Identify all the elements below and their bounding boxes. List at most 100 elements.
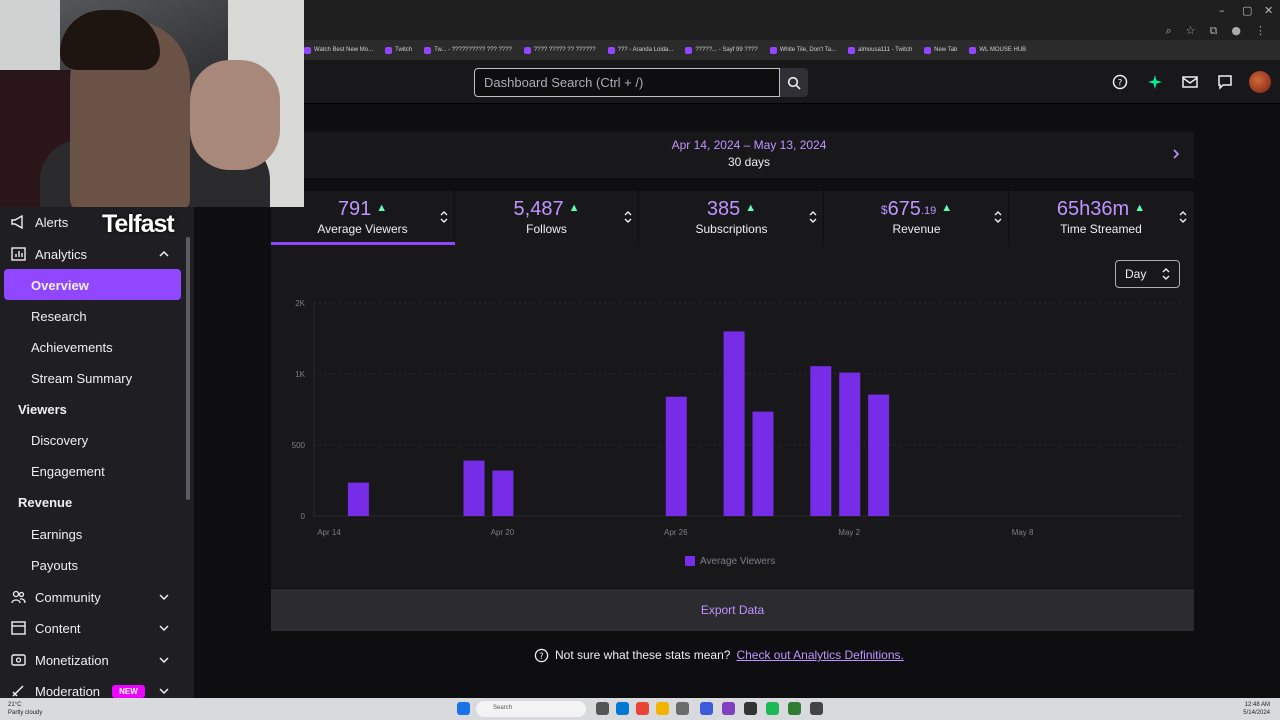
sort-icon[interactable]: [624, 210, 632, 224]
stat-average-viewers[interactable]: 791 ▲ Average Viewers: [271, 191, 455, 245]
taskbar-search[interactable]: Search: [476, 701, 586, 717]
bookmark-item[interactable]: ?????... - Sayf 99 ????: [685, 46, 758, 54]
app-icon[interactable]: [810, 702, 823, 715]
bookmark-item[interactable]: WL MOUSE HUB: [969, 46, 1027, 54]
sidebar-item-overview[interactable]: Overview: [31, 278, 89, 293]
discord-icon[interactable]: [722, 702, 735, 715]
bookmark-label: almousa111 - Twitch: [858, 47, 913, 53]
obs-icon[interactable]: [744, 702, 757, 715]
sidebar-item-community[interactable]: Community: [0, 582, 190, 612]
help-line: ? Not sure what these stats mean? Check …: [534, 646, 904, 664]
stat-follows[interactable]: 5,487 ▲ Follows: [455, 191, 639, 245]
sidebar-item-engagement[interactable]: Engagement: [31, 464, 105, 479]
sidebar-item-alerts[interactable]: Alerts: [0, 207, 190, 237]
stat-revenue[interactable]: $675.19 ▲ Revenue: [825, 191, 1009, 245]
whispers-icon[interactable]: [1216, 73, 1234, 91]
bookmark-favicon-icon: [924, 46, 932, 54]
star-icon[interactable]: ☆: [1185, 24, 1196, 37]
x-tick-label: May 2: [838, 528, 860, 537]
sidebar-item-moderation[interactable]: Moderation: [0, 676, 190, 706]
svg-text:?: ?: [539, 650, 543, 660]
bookmark-item[interactable]: ??? - Aranda Loida...: [607, 46, 673, 54]
zoom-icon[interactable]: ⌕: [1165, 24, 1172, 37]
taskbar-clock[interactable]: 12:48 AM 5/14/2024: [1243, 701, 1270, 717]
explorer-icon[interactable]: [656, 702, 669, 715]
webcam-person-arm: [190, 60, 280, 170]
spotify-icon[interactable]: [766, 702, 779, 715]
bookmark-favicon-icon: [607, 46, 615, 54]
analytics-definitions-link[interactable]: Check out Analytics Definitions.: [736, 648, 904, 662]
bookmark-item[interactable]: White Tile, Don't Ta...: [769, 46, 836, 54]
trend-up-icon: ▲: [376, 202, 388, 214]
chart-bar: [868, 394, 890, 516]
avatar[interactable]: [1249, 71, 1271, 93]
task-view-icon[interactable]: [596, 702, 609, 715]
chevron-down-icon[interactable]: [158, 654, 170, 666]
sort-icon[interactable]: [1179, 210, 1187, 224]
stat-label: Subscriptions: [695, 222, 768, 236]
store-icon[interactable]: [676, 702, 689, 715]
chevron-down-icon[interactable]: [158, 591, 170, 603]
bookmark-item[interactable]: Twitch: [385, 46, 412, 54]
bookmark-item[interactable]: Tw... - ?????????? ??? ????: [424, 46, 512, 54]
minimize-button[interactable]: –: [1219, 4, 1225, 17]
sidebar-scrollbar[interactable]: [186, 237, 190, 500]
bookmark-item[interactable]: Watch Best New Mo...: [304, 46, 373, 54]
sort-icon[interactable]: [440, 210, 448, 224]
inbox-icon[interactable]: [1181, 73, 1199, 91]
sword-icon: [12, 685, 24, 697]
bookmark-item[interactable]: ???? ????? ?? ??????: [523, 46, 596, 54]
sidebar-item-research[interactable]: Research: [31, 309, 87, 324]
profile-icon[interactable]: ●: [1231, 24, 1241, 37]
bookmark-label: WL MOUSE HUB: [979, 47, 1027, 53]
stat-cents: .19: [920, 205, 937, 217]
chevron-down-icon[interactable]: [158, 685, 170, 697]
bookmark-item[interactable]: almousa111 - Twitch: [848, 46, 913, 54]
webcam-background-window: [0, 0, 60, 80]
sparkle-icon[interactable]: [1146, 73, 1164, 91]
extensions-icon[interactable]: ⧉: [1209, 24, 1218, 37]
maximize-button[interactable]: ▢: [1242, 4, 1253, 17]
sidebar-item-earnings[interactable]: Earnings: [31, 527, 83, 542]
bookmark-label: New Tab: [934, 47, 958, 53]
chevron-down-icon[interactable]: [158, 622, 170, 634]
bookmark-item[interactable]: New Tab: [924, 46, 958, 54]
menu-icon[interactable]: ⋮: [1255, 24, 1266, 37]
app-icon[interactable]: [788, 702, 801, 715]
stat-time-streamed[interactable]: 65h36m ▲ Time Streamed: [1009, 191, 1193, 245]
dashboard-search-input[interactable]: Dashboard Search (Ctrl + /): [474, 68, 780, 97]
granularity-select[interactable]: Day: [1115, 260, 1180, 288]
sidebar-item-payouts[interactable]: Payouts: [31, 558, 78, 573]
chevron-right-icon[interactable]: [1172, 148, 1180, 160]
close-window-button[interactable]: ✕: [1264, 4, 1274, 17]
edge-icon[interactable]: [616, 702, 629, 715]
chart-bar: [810, 366, 832, 516]
sort-icon[interactable]: [994, 210, 1002, 224]
date-range[interactable]: Apr 14, 2024 – May 13, 2024: [671, 138, 827, 152]
windows-start-icon[interactable]: [457, 702, 470, 715]
sidebar-item-analytics[interactable]: Analytics: [0, 239, 190, 269]
chevron-up-icon[interactable]: [158, 248, 170, 260]
sidebar-item-stream-summary[interactable]: Stream Summary: [31, 371, 133, 386]
chart-bar: [347, 482, 369, 516]
telfast-logo: Telfast: [102, 210, 175, 238]
sidebar-item-achievements[interactable]: Achievements: [31, 340, 113, 355]
app-icon[interactable]: [700, 702, 713, 715]
stat-label: Follows: [526, 222, 567, 236]
trend-up-icon: ▲: [745, 202, 757, 214]
sidebar-item-monetization[interactable]: Monetization: [0, 645, 190, 675]
trend-up-icon: ▲: [568, 202, 580, 214]
sort-icon[interactable]: [809, 210, 817, 224]
search-button[interactable]: [780, 68, 808, 97]
date-days: 30 days: [727, 155, 771, 169]
taskbar-weather[interactable]: 21°C Partly cloudy: [8, 701, 42, 717]
clock-time: 12:48 AM: [1244, 702, 1270, 708]
export-data-button[interactable]: Export Data: [271, 589, 1194, 631]
help-icon[interactable]: ?: [1111, 73, 1129, 91]
sidebar-item-content[interactable]: Content: [0, 613, 190, 643]
stat-subscriptions[interactable]: 385 ▲ Subscriptions: [640, 191, 824, 245]
trend-up-icon: ▲: [941, 202, 953, 214]
os-taskbar: 21°C Partly cloudy Search 12:48 AM 5/14/…: [0, 698, 1280, 720]
chrome-icon[interactable]: [636, 702, 649, 715]
sidebar-item-discovery[interactable]: Discovery: [31, 433, 89, 448]
